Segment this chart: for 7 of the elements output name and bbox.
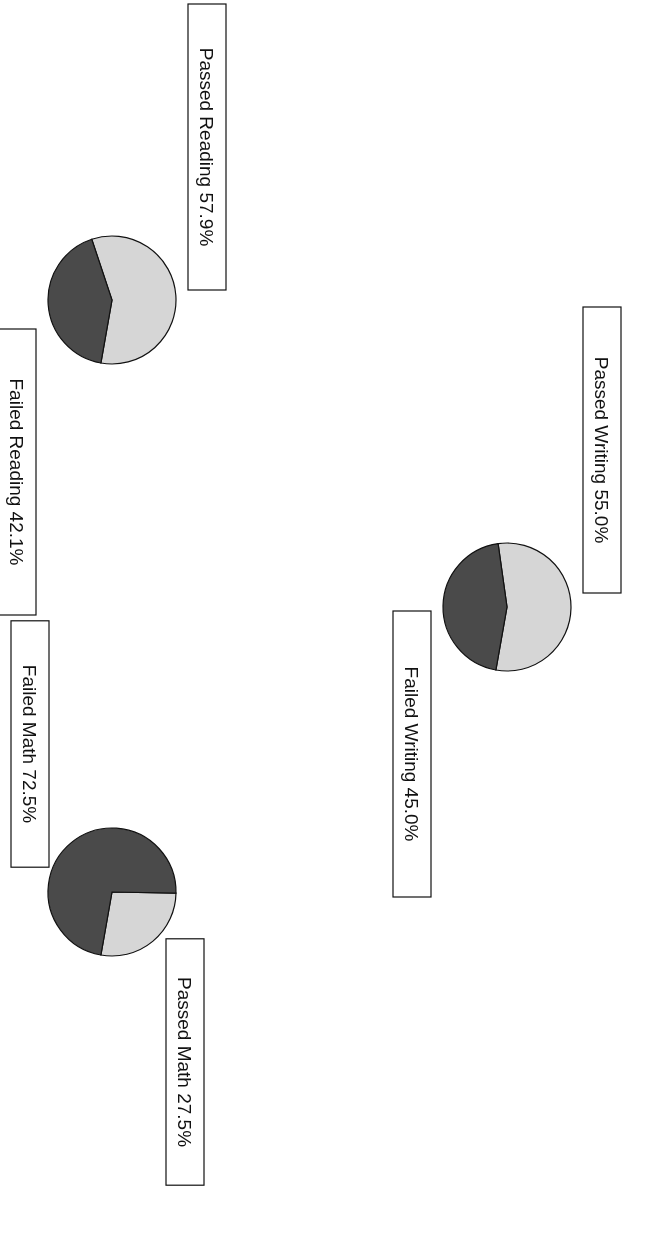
slice-label: Failed Reading 42.1% (6, 378, 27, 566)
slice-label: Failed Math 72.5% (19, 664, 40, 824)
slice-label: Failed Writing 45.0% (401, 666, 422, 842)
slice-label: Passed Reading 57.9% (196, 47, 217, 247)
pie-slice (47, 827, 177, 956)
slice-label: Passed Math 27.5% (174, 976, 195, 1148)
slice-label: Passed Writing 55.0% (591, 356, 612, 544)
